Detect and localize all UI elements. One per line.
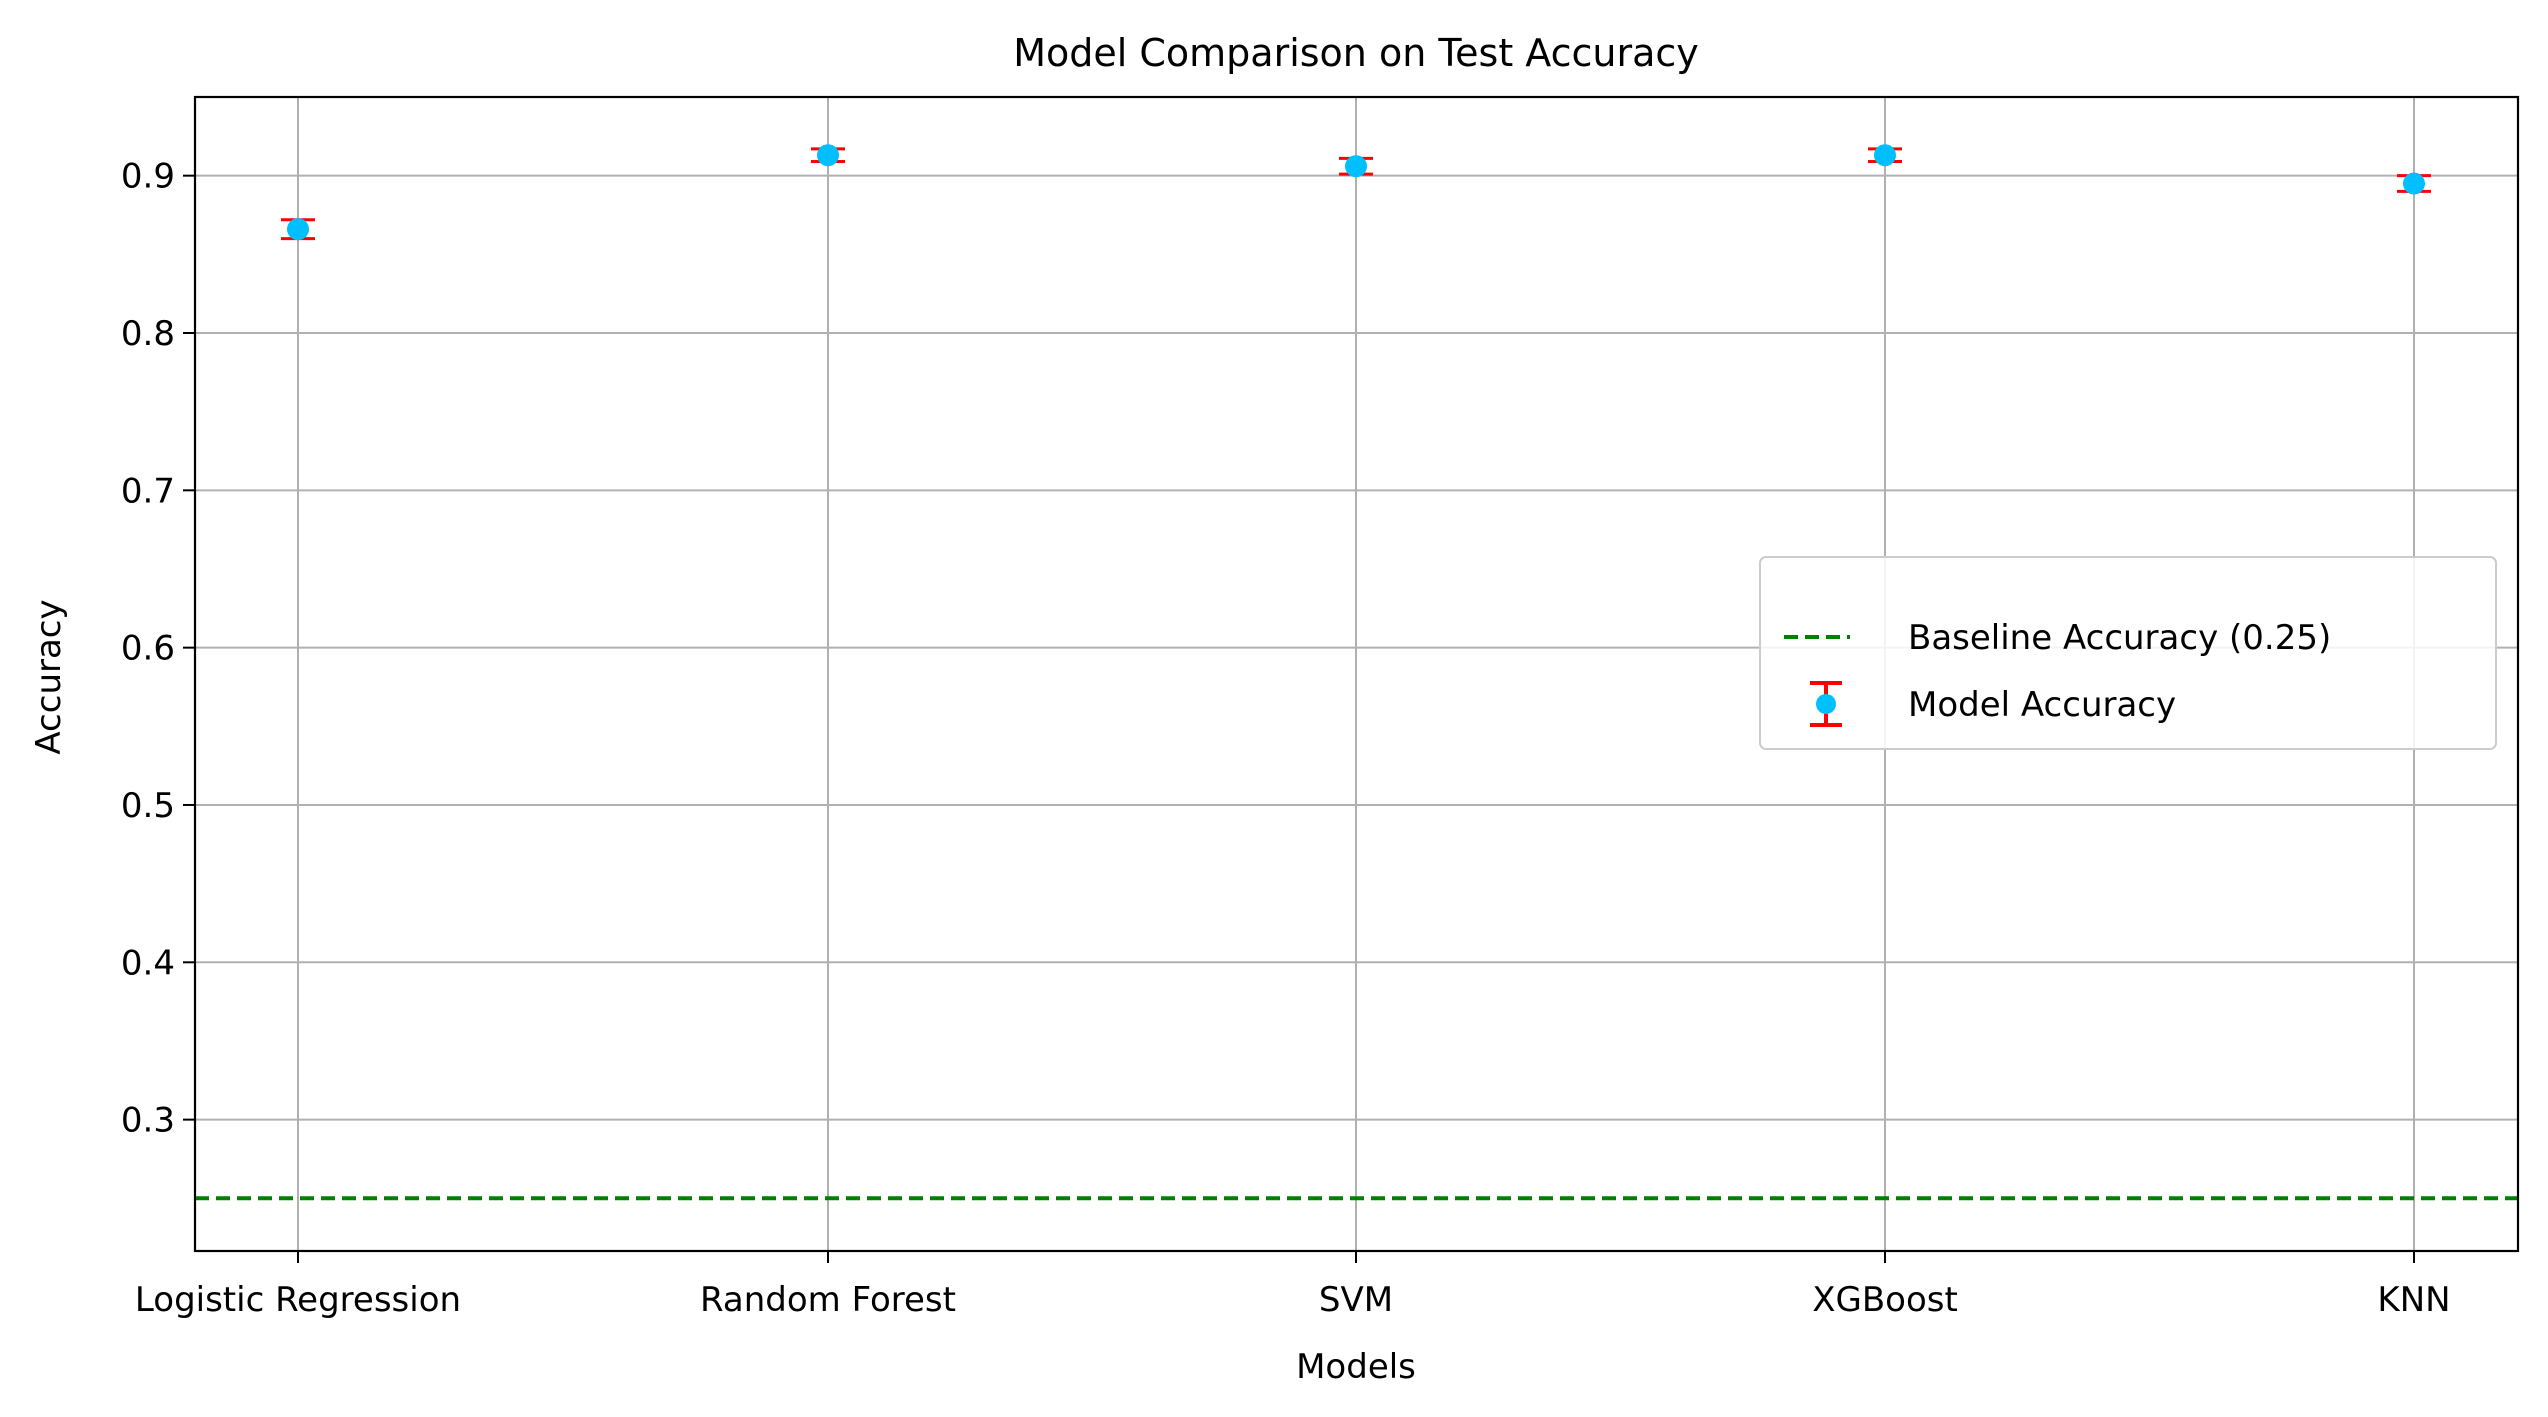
y-tick-label: 0.6 (121, 629, 175, 669)
legend: Baseline Accuracy (0.25) Model Accuracy (1759, 556, 2497, 750)
data-point (287, 218, 309, 241)
y-tick-label: 0.7 (121, 471, 175, 511)
y-tick-label: 0.9 (121, 157, 175, 197)
x-tick-label: SVM (1319, 1280, 1393, 1320)
legend-model-swatch (1810, 681, 1842, 727)
x-tick-label: Random Forest (700, 1280, 956, 1320)
legend-baseline-label: Baseline Accuracy (0.25) (1908, 618, 2331, 658)
legend-frame (1759, 556, 2497, 750)
y-axis-label: Accuracy (29, 599, 69, 754)
data-point (2403, 172, 2425, 195)
data-point (817, 144, 839, 167)
y-tick-label: 0.8 (121, 314, 175, 354)
axes: 0.3 0.4 0.5 0.6 0.7 0.8 0.9 Logistic Regression… (121, 157, 2451, 1320)
y-tick-label: 0.3 (121, 1101, 175, 1141)
data-point (1874, 144, 1896, 167)
y-tick-label: 0.5 (121, 786, 175, 826)
data-marks (281, 144, 2431, 241)
x-tick-label: Logistic Regression (135, 1280, 461, 1320)
legend-model-label: Model Accuracy (1908, 685, 2176, 725)
chart-title: Model Comparison on Test Accuracy (1013, 31, 1699, 75)
y-tick-label: 0.4 (121, 943, 175, 983)
x-tick-label: KNN (2377, 1280, 2450, 1320)
data-point (1345, 155, 1367, 178)
x-axis-label: Models (1296, 1347, 1416, 1387)
x-tick-label: XGBoost (1812, 1280, 1958, 1320)
